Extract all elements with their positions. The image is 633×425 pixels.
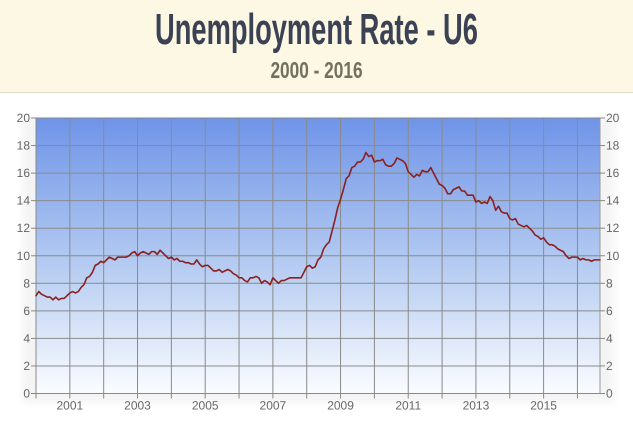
svg-text:0: 0 — [606, 387, 613, 401]
svg-text:12: 12 — [17, 221, 31, 235]
svg-text:2: 2 — [23, 359, 30, 373]
svg-text:6: 6 — [606, 304, 613, 318]
svg-text:4: 4 — [606, 331, 613, 345]
svg-text:4: 4 — [23, 331, 30, 345]
svg-text:2015: 2015 — [530, 399, 557, 413]
svg-text:2013: 2013 — [463, 399, 490, 413]
svg-text:8: 8 — [606, 276, 613, 290]
svg-text:20: 20 — [606, 111, 620, 125]
svg-text:2011: 2011 — [395, 399, 421, 413]
svg-text:20: 20 — [17, 111, 31, 125]
svg-text:16: 16 — [606, 166, 620, 180]
svg-text:0: 0 — [23, 387, 30, 401]
svg-text:2005: 2005 — [192, 399, 219, 413]
svg-text:2009: 2009 — [327, 399, 354, 413]
svg-text:10: 10 — [606, 249, 620, 263]
svg-text:2: 2 — [606, 359, 613, 373]
svg-text:2001: 2001 — [56, 399, 83, 413]
svg-text:14: 14 — [606, 194, 620, 208]
svg-text:18: 18 — [17, 139, 31, 153]
svg-text:6: 6 — [23, 304, 30, 318]
svg-text:8: 8 — [23, 276, 30, 290]
svg-text:2007: 2007 — [260, 399, 287, 413]
svg-text:18: 18 — [606, 139, 620, 153]
svg-text:16: 16 — [17, 166, 31, 180]
svg-text:14: 14 — [17, 194, 31, 208]
svg-text:10: 10 — [17, 249, 31, 263]
svg-text:2003: 2003 — [124, 399, 151, 413]
svg-text:12: 12 — [606, 221, 620, 235]
